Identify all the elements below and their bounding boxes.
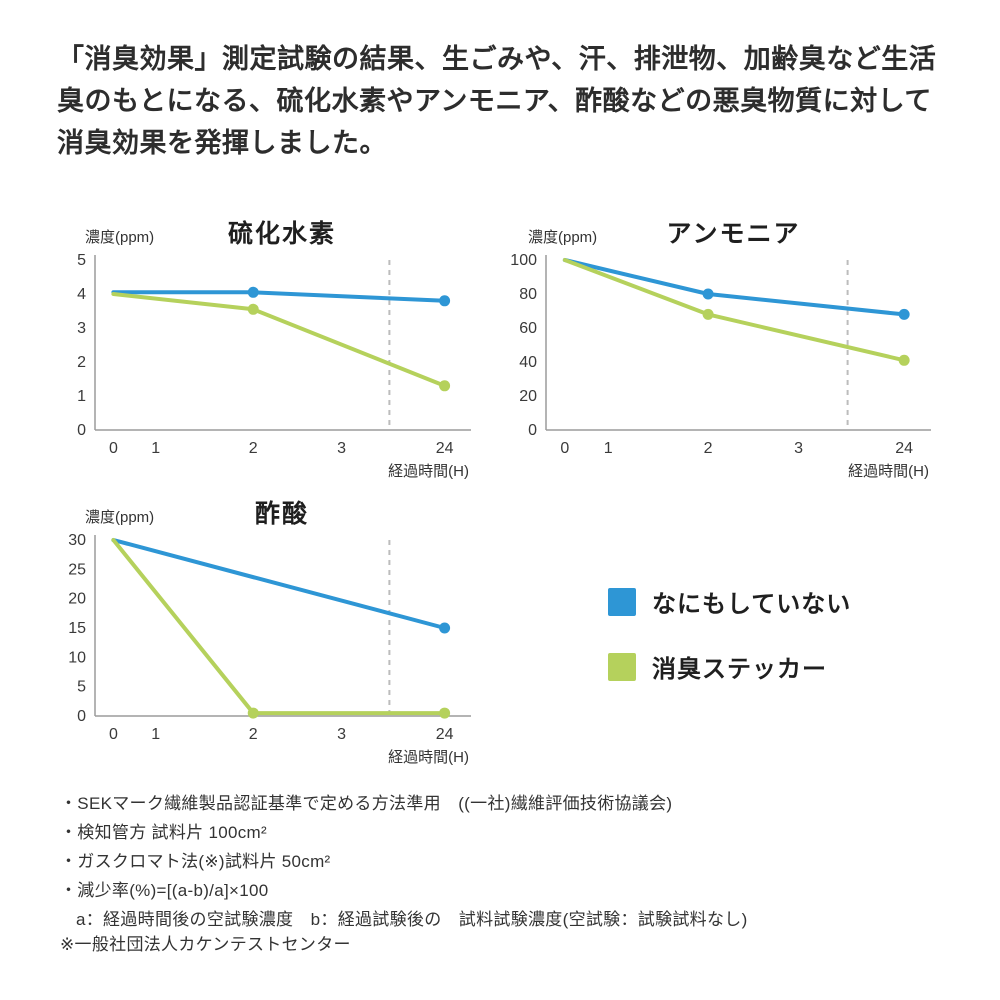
legend-item-untreated: なにもしていない	[608, 584, 851, 619]
svg-text:0: 0	[560, 440, 569, 457]
y-axis-label: 濃度(ppm)	[528, 229, 598, 246]
svg-text:5: 5	[77, 252, 86, 269]
footnote-line: ・減少率(%)=[(a-b)/a]×100	[60, 880, 269, 900]
svg-text:3: 3	[794, 440, 803, 457]
chart-header: 濃度(ppm) アンモニア	[498, 210, 935, 250]
svg-text:80: 80	[519, 286, 537, 303]
svg-text:30: 30	[68, 532, 86, 549]
legend-label: 消臭ステッカー	[652, 656, 827, 683]
chart-title: 硫化水素	[227, 220, 336, 248]
chart-plot-area: 30 25 20 15 10 5 0 0 1 2 3 24 経過時間(H)	[55, 530, 475, 775]
svg-text:3: 3	[77, 320, 86, 337]
svg-text:20: 20	[68, 591, 86, 608]
svg-text:3: 3	[337, 726, 346, 743]
svg-text:3: 3	[337, 440, 346, 457]
svg-text:20: 20	[519, 388, 537, 405]
svg-text:経過時間(H): 経過時間(H)	[388, 749, 469, 766]
svg-text:1: 1	[151, 726, 160, 743]
legend: なにもしていない 消臭ステッカー	[608, 584, 851, 714]
svg-text:1: 1	[77, 388, 86, 405]
svg-text:5: 5	[77, 679, 86, 696]
footnote-line: ・検知管方 試料片 100cm²	[60, 822, 267, 842]
svg-text:経過時間(H): 経過時間(H)	[388, 463, 469, 480]
svg-text:2: 2	[249, 726, 258, 743]
svg-text:24: 24	[436, 440, 454, 457]
y-axis-label: 濃度(ppm)	[85, 229, 155, 246]
svg-text:24: 24	[436, 726, 454, 743]
chart-hydrogen-sulfide: 濃度(ppm) 硫化水素 5 4 3 2 1 0 0 1 2 3 24 経過時間(H)	[55, 210, 475, 489]
chart-ammonia: 濃度(ppm) アンモニア 100 80 60 40 20 0 0 1 2 3 24 経過時間(H)	[498, 210, 935, 489]
legend-item-deodorant-sticker: 消臭ステッカー	[608, 649, 851, 684]
svg-text:100: 100	[510, 252, 537, 269]
svg-text:2: 2	[704, 440, 713, 457]
svg-text:40: 40	[519, 354, 537, 371]
chart-plot-area: 5 4 3 2 1 0 0 1 2 3 24 経過時間(H)	[55, 250, 475, 489]
chart-title: 酢酸	[254, 500, 309, 528]
svg-text:0: 0	[109, 440, 118, 457]
chart-title: アンモニア	[666, 220, 801, 248]
svg-text:2: 2	[249, 440, 258, 457]
svg-text:25: 25	[68, 561, 86, 578]
chart-acetic-acid: 濃度(ppm) 酢酸 30 25 20 15 10 5 0 0 1 2 3 24 経過時間(H)	[55, 490, 475, 775]
footnotes: ・SEKマーク繊維製品認証基準で定める方法準用 ((一社)繊維評価技術協議会) …	[60, 790, 960, 934]
legend-label: なにもしていない	[652, 591, 852, 618]
footnote-line: a：経過時間後の空試験濃度 b：経過試験後の 試料試験濃度(空試験：試験試料なし…	[76, 909, 748, 929]
svg-text:1: 1	[151, 440, 160, 457]
svg-text:0: 0	[528, 422, 537, 439]
svg-text:経過時間(H): 経過時間(H)	[848, 463, 929, 480]
footnote-line: ・SEKマーク繊維製品認証基準で定める方法準用 ((一社)繊維評価技術協議会)	[60, 794, 673, 813]
svg-text:0: 0	[77, 422, 86, 439]
chart-header: 濃度(ppm) 酢酸	[55, 490, 475, 530]
svg-text:10: 10	[68, 649, 86, 666]
svg-text:24: 24	[895, 440, 913, 457]
chart-header: 濃度(ppm) 硫化水素	[55, 210, 475, 250]
testing-agency-note: ※一般社団法人カケンテストセンター	[60, 935, 351, 954]
svg-text:2: 2	[77, 354, 86, 371]
legend-swatch-green	[608, 652, 636, 681]
footnote-line: ・ガスクロマト法(※)試料片 50cm²	[60, 851, 331, 871]
svg-text:1: 1	[604, 440, 613, 457]
y-axis-label: 濃度(ppm)	[85, 509, 155, 526]
header-text: 「消臭効果」測定試験の結果、生ごみや、汗、排泄物、加齢臭など生活臭のもとになる、…	[57, 44, 937, 159]
svg-text:15: 15	[68, 620, 86, 637]
legend-swatch-blue	[608, 587, 636, 616]
svg-text:0: 0	[77, 708, 86, 725]
svg-text:4: 4	[77, 286, 86, 303]
svg-text:0: 0	[109, 726, 118, 743]
chart-plot-area: 100 80 60 40 20 0 0 1 2 3 24 経過時間(H)	[498, 250, 935, 489]
svg-text:60: 60	[519, 320, 537, 337]
